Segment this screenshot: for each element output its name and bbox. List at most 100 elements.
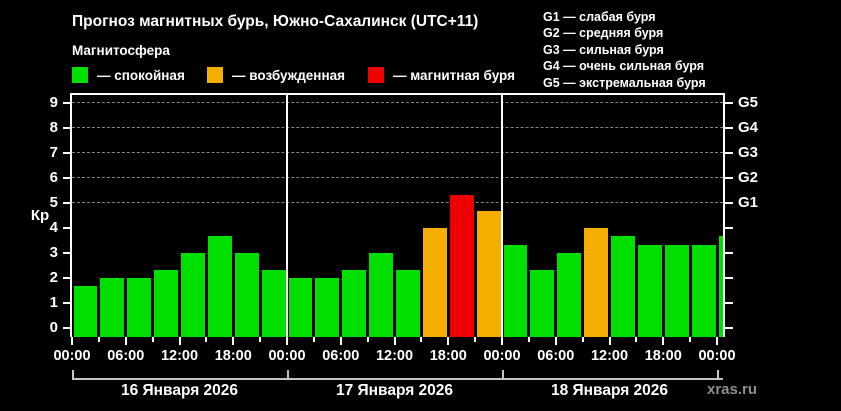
- time-axis-tick: [232, 337, 235, 345]
- time-axis-tick: [71, 337, 73, 345]
- kp-bar: [422, 228, 447, 337]
- kp-bar: [73, 286, 98, 337]
- kp-bar: [664, 244, 689, 337]
- time-axis-tick: [662, 337, 665, 345]
- kp-bar: [557, 253, 582, 337]
- time-axis-tick: [312, 337, 315, 342]
- kp-axis-tick: [725, 302, 733, 304]
- time-axis-tick: [259, 337, 262, 342]
- gridline: [72, 127, 723, 128]
- kp-bar: [100, 278, 125, 337]
- kp-tick-label: 3: [49, 244, 58, 261]
- kp-axis-tick: [63, 177, 71, 179]
- kp-bar: [637, 244, 662, 337]
- time-axis-tick: [554, 337, 557, 345]
- kp-bar: [369, 253, 393, 337]
- kp-axis-tick: [63, 202, 71, 204]
- time-axis-tick: [447, 337, 450, 345]
- time-axis-tick: [339, 337, 342, 345]
- time-axis-tick: [501, 337, 503, 345]
- date-axis-tick: [502, 370, 504, 378]
- activity-legend-item: — возбужденная: [207, 67, 345, 83]
- time-axis-tick: [393, 337, 396, 345]
- storm-scale-legend-item: G4 — очень сильная буря: [543, 59, 704, 74]
- time-axis-tick: [527, 337, 530, 342]
- time-tick-label: 12:00: [160, 348, 199, 364]
- activity-legend-item: — спокойная: [72, 67, 185, 83]
- time-axis-tick: [689, 337, 692, 342]
- magnetosphere-label: Магнитосфера: [72, 43, 170, 58]
- storm-scale-legend-item: G5 — экстремальная буря: [543, 75, 706, 90]
- kp-axis-tick: [725, 327, 733, 329]
- activity-legend-label: — магнитная буря: [393, 67, 515, 83]
- time-tick-label: 00:00: [53, 348, 91, 364]
- time-axis-tick: [608, 337, 611, 345]
- kp-bar: [261, 269, 286, 337]
- kp-axis-tick: [725, 177, 733, 179]
- kp-bar: [584, 228, 608, 337]
- kp-axis-tick: [725, 252, 733, 254]
- plot-border-right: [723, 93, 725, 337]
- activity-legend-label: — спокойная: [97, 67, 185, 83]
- kp-bar: [207, 236, 232, 337]
- time-tick-label: 12:00: [590, 348, 629, 364]
- gridline: [72, 102, 723, 103]
- date-label: 18 Января 2026: [550, 382, 669, 399]
- excited-color-swatch: [207, 67, 223, 83]
- storm-scale-legend-item: G3 — сильная буря: [543, 42, 664, 57]
- kp-bar: [342, 269, 367, 337]
- plot-border-left: [70, 93, 72, 337]
- kp-axis-tick: [63, 302, 71, 304]
- time-axis-tick: [178, 337, 181, 345]
- kp-axis-tick: [63, 152, 71, 154]
- kp-bar: [396, 269, 420, 337]
- kp-axis-tick: [725, 102, 733, 104]
- kp-bar: [234, 253, 259, 337]
- time-tick-label: 18:00: [429, 348, 467, 364]
- storm-scale-legend-item: G2 — средняя буря: [543, 26, 664, 41]
- kp-axis-tick: [63, 277, 71, 279]
- time-tick-label: 06:00: [537, 348, 575, 364]
- quiet-color-swatch: [72, 67, 88, 83]
- time-axis-tick: [366, 337, 369, 342]
- kp-bar: [530, 269, 555, 337]
- gridline: [72, 152, 723, 153]
- time-axis-tick: [124, 337, 127, 345]
- time-axis-tick: [420, 337, 423, 342]
- activity-legend-item: — магнитная буря: [368, 67, 515, 83]
- kp-axis-tick: [725, 127, 733, 129]
- g-scale-label: G3: [738, 144, 759, 161]
- kp-tick-label: 5: [49, 194, 58, 211]
- activity-legend-label: — возбужденная: [232, 67, 345, 83]
- kp-tick-label: 0: [49, 319, 58, 336]
- kp-tick-label: 7: [49, 144, 58, 161]
- time-axis-tick: [635, 337, 638, 342]
- kp-bar: [449, 194, 474, 337]
- kp-bar: [718, 236, 723, 337]
- date-axis-tick: [287, 370, 289, 378]
- kp-axis-tick: [63, 227, 71, 229]
- kp-tick-label: 1: [49, 294, 58, 311]
- time-axis-tick: [205, 337, 208, 342]
- g-scale-label: G5: [738, 94, 759, 111]
- time-tick-label: 12:00: [375, 348, 414, 364]
- storm-scale-legend-item: G1 — слабая буря: [543, 10, 656, 24]
- time-axis-tick: [474, 337, 477, 342]
- date-axis-tick: [717, 370, 719, 378]
- kp-bar: [691, 244, 716, 337]
- date-axis-line: [72, 378, 723, 380]
- kp-axis-tick: [725, 202, 733, 204]
- g-scale-label: G1: [738, 194, 759, 211]
- page-title: Прогноз магнитных бурь, Южно-Сахалинск (…: [72, 13, 479, 30]
- time-axis-tick: [716, 337, 718, 345]
- plot-border-top: [70, 93, 725, 95]
- date-axis-tick: [72, 370, 74, 378]
- time-tick-label: 00:00: [698, 348, 736, 364]
- y-axis-label: Кр: [30, 206, 50, 224]
- kp-tick-label: 9: [49, 94, 58, 111]
- kp-bar: [181, 253, 205, 337]
- gridline: [72, 202, 723, 203]
- time-axis-tick: [286, 337, 288, 345]
